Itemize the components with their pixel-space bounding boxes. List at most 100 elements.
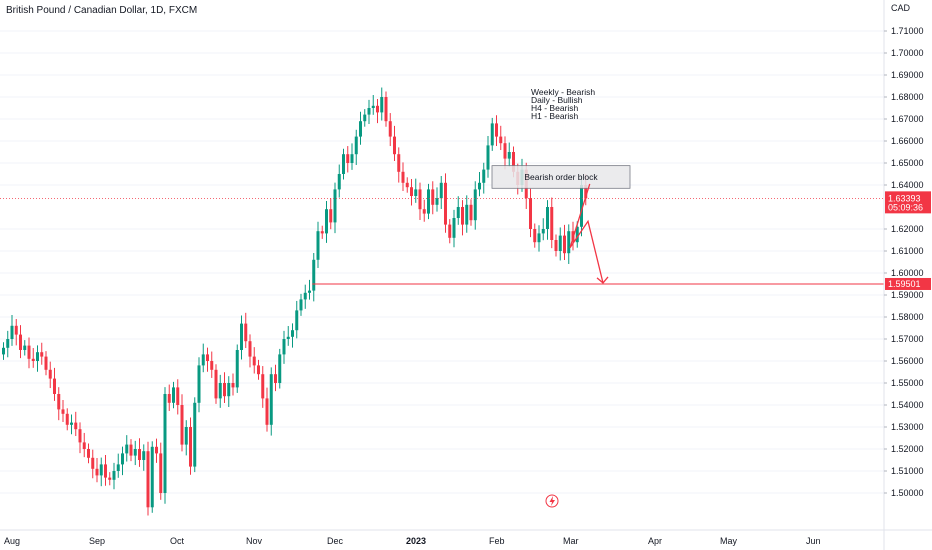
candle-body — [265, 398, 269, 425]
candle-body — [507, 152, 511, 159]
candle — [473, 181, 477, 230]
candle-body — [350, 154, 354, 163]
candle-body — [435, 198, 439, 205]
candle — [452, 209, 456, 248]
candle — [210, 351, 214, 378]
candle-body — [70, 422, 73, 425]
candle — [427, 183, 430, 220]
candle-body — [308, 290, 311, 293]
candle — [444, 173, 447, 233]
candle — [172, 381, 175, 409]
x-tick-label: May — [720, 536, 738, 546]
candle — [108, 472, 112, 486]
candle-body — [414, 189, 418, 196]
candle — [184, 420, 188, 456]
candle — [176, 379, 180, 415]
lightning-icon-bolt — [549, 496, 555, 506]
candle — [303, 284, 307, 309]
candle-body — [159, 453, 163, 493]
candle — [2, 342, 5, 360]
candle-body — [53, 378, 56, 394]
candle-body — [133, 449, 137, 456]
candle-body — [427, 189, 430, 214]
candle — [201, 343, 205, 373]
candle-body — [172, 387, 175, 403]
candle — [486, 135, 490, 178]
candle-body — [295, 310, 299, 331]
projection-path[interactable] — [569, 183, 604, 284]
candle-body — [193, 402, 197, 467]
candle-body — [146, 451, 150, 508]
candle-body — [65, 413, 69, 425]
y-tick-label: 1.66000 — [891, 136, 924, 146]
y-tick-label: 1.51000 — [891, 466, 924, 476]
candle — [541, 218, 545, 241]
candle-body — [57, 394, 61, 410]
candle — [91, 449, 95, 479]
candle-body — [235, 350, 239, 388]
y-tick-label: 1.69000 — [891, 70, 924, 80]
candle-body — [346, 154, 350, 163]
candle — [384, 91, 388, 127]
candle-body — [405, 182, 409, 188]
candle-body — [48, 369, 52, 379]
candle-body — [448, 224, 452, 238]
candle — [53, 367, 56, 401]
candle-body — [554, 240, 558, 251]
candle-body — [303, 292, 307, 300]
x-tick-label: Jun — [806, 536, 821, 546]
candle-body — [274, 374, 277, 383]
candle-body — [439, 182, 443, 199]
candle — [490, 117, 494, 151]
candle — [252, 347, 256, 374]
candle — [116, 453, 120, 478]
candle-body — [286, 336, 290, 339]
candle — [74, 411, 78, 437]
candle-body — [380, 97, 384, 113]
time-axis[interactable]: Aug Sep Oct Nov Dec 2023 Feb Mar Apr May Jun — [0, 529, 932, 546]
lightning-icon[interactable] — [545, 494, 559, 508]
candle — [129, 439, 133, 462]
candle — [146, 441, 150, 516]
candle — [150, 441, 154, 513]
candle — [142, 444, 146, 471]
candle — [278, 348, 282, 389]
candle — [112, 462, 116, 490]
candle-body — [431, 189, 435, 205]
candle-body — [371, 105, 375, 108]
y-tick-label: 1.54000 — [891, 400, 924, 410]
candle-body — [325, 209, 328, 234]
candle-body — [87, 449, 90, 458]
candle-body — [342, 154, 345, 174]
current-price-label: 1.63393 — [888, 193, 921, 203]
candle-body — [418, 189, 422, 210]
candle — [299, 293, 303, 316]
candle-body — [461, 207, 464, 225]
price-axis[interactable]: CAD 1.71000 1.70000 1.69000 1.68000 1.67000 1.… — [883, 0, 931, 550]
candle — [206, 347, 209, 372]
bias-note: H4 - Bearish — [531, 103, 579, 113]
candle — [65, 408, 69, 431]
candle-body — [261, 374, 265, 399]
candle-body — [422, 209, 426, 214]
y-tick-label: 1.57000 — [891, 334, 924, 344]
candle — [133, 440, 137, 466]
candle-body — [546, 207, 549, 229]
candle — [499, 125, 503, 151]
x-tick-label: 2023 — [406, 536, 426, 546]
candle — [388, 113, 392, 147]
candle-body — [354, 136, 358, 155]
candle-body — [384, 97, 388, 122]
bearish-order-block[interactable] — [491, 165, 631, 189]
candle-body — [337, 174, 341, 190]
candle-body — [269, 374, 273, 425]
candle — [27, 337, 31, 369]
candle — [312, 252, 316, 302]
candle-body — [44, 356, 48, 370]
candle-body — [218, 383, 222, 399]
candle-body — [282, 339, 286, 355]
candle — [405, 177, 409, 193]
candle — [465, 195, 469, 233]
candle — [503, 136, 507, 170]
